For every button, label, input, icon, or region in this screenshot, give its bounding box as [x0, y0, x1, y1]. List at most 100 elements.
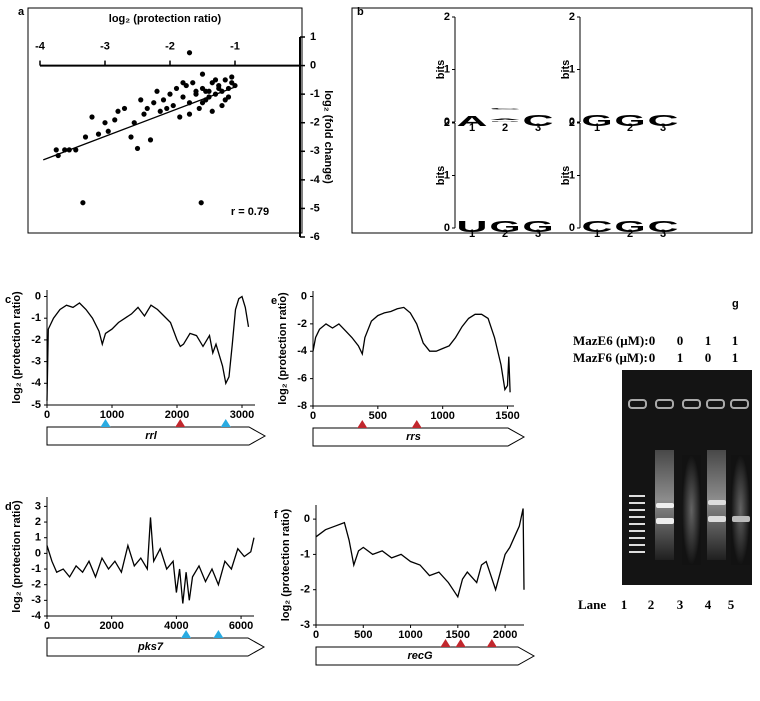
- y-tick-label: -8: [297, 400, 307, 412]
- point: [102, 120, 108, 126]
- point: [170, 102, 176, 109]
- x-tick-label: 2: [627, 228, 633, 240]
- smear: [731, 455, 750, 565]
- y-tick-label: 2: [569, 117, 575, 129]
- y-tick-label: -1: [300, 548, 310, 560]
- x-tick-label: 3: [660, 122, 666, 134]
- x-tick-label: 0: [313, 629, 319, 641]
- y-tick-label: -4: [31, 610, 42, 622]
- lane-title: Lane: [578, 597, 606, 612]
- gene-arrow: [312, 427, 526, 447]
- point: [95, 131, 102, 137]
- site-marker: [455, 639, 466, 647]
- cell: 0: [649, 333, 656, 348]
- point: [128, 134, 134, 140]
- y-tick-label: 0: [444, 116, 450, 128]
- smear: [682, 455, 701, 565]
- y-tick-label: 2: [444, 117, 450, 129]
- y-tick-label: -5: [31, 399, 41, 411]
- logo-letter: C: [490, 108, 523, 110]
- x-tick-label: 2: [627, 122, 633, 134]
- panel-label: f: [274, 509, 278, 521]
- point: [216, 85, 222, 92]
- point: [199, 100, 206, 106]
- logo-letter: U: [457, 218, 488, 235]
- site-marker: [220, 419, 231, 427]
- point: [138, 97, 144, 103]
- y-tick-label: -2: [31, 579, 41, 591]
- band: [656, 503, 674, 508]
- x-tick-label: 0: [310, 410, 316, 422]
- x-tick-label: 1: [594, 228, 600, 240]
- site-marker: [486, 639, 497, 647]
- x-axis-title: log₂ (protection ratio): [109, 13, 222, 25]
- profile-line: [312, 306, 511, 393]
- profile-line: [46, 517, 255, 604]
- point: [196, 105, 202, 112]
- y-tick-label: 1: [310, 31, 316, 43]
- point: [115, 108, 121, 114]
- x-tick-label: 3: [535, 122, 541, 134]
- logo-letter: C: [648, 218, 679, 235]
- y-tick-label: -2: [31, 334, 41, 346]
- point: [198, 200, 204, 206]
- point: [131, 120, 137, 126]
- x-tick-label: 0: [44, 409, 50, 421]
- gene-name: rrs: [406, 431, 421, 443]
- panel-label: e: [271, 295, 277, 307]
- point: [203, 88, 209, 94]
- y-tick-label: 0: [35, 547, 41, 559]
- ladder: [629, 495, 645, 553]
- y-axis-title: log₂ (protection ratio): [11, 291, 23, 404]
- y-tick-label: -3: [310, 145, 320, 157]
- point: [160, 97, 167, 103]
- y-tick-label: -3: [31, 356, 41, 368]
- cell: 1: [677, 350, 684, 365]
- panel-label: d: [5, 501, 12, 513]
- point: [186, 100, 193, 106]
- y-tick-label: -1: [31, 312, 41, 324]
- x-tick-label: 4000: [164, 620, 188, 632]
- y-tick-label: -2: [297, 318, 307, 330]
- point: [141, 111, 147, 117]
- row-label: MazE6 (μM):: [573, 333, 649, 348]
- panel-label: b: [357, 6, 364, 18]
- logo-letter: G: [615, 218, 646, 235]
- y-tick-label: 0: [35, 290, 41, 302]
- site-marker: [175, 419, 186, 427]
- logo-letter: A: [490, 118, 523, 120]
- site-marker: [213, 630, 224, 638]
- logo-letter: C: [523, 112, 554, 129]
- gene-arrow: [315, 646, 536, 666]
- point: [121, 105, 128, 112]
- x-tick-label: 2000: [165, 409, 189, 421]
- y-tick-label: 0: [310, 59, 316, 71]
- x-tick-label: 1500: [495, 410, 519, 422]
- y-axis-title: bits: [560, 166, 572, 186]
- lane-number: 3: [677, 597, 684, 612]
- x-tick-label: 3000: [230, 409, 254, 421]
- point: [186, 111, 193, 117]
- x-tick-label: 1000: [430, 410, 454, 422]
- y-tick-label: -3: [300, 619, 310, 631]
- logo-letter: C: [648, 112, 679, 129]
- y-tick-label: -6: [297, 373, 307, 385]
- y-tick-label: -4: [310, 174, 321, 186]
- y-axis-title: log₂ (protection ratio): [280, 508, 292, 621]
- x-tick-label: 2: [502, 228, 508, 240]
- point: [62, 147, 68, 153]
- x-tick-label: 1: [469, 228, 475, 240]
- y-tick-label: 0: [569, 222, 575, 234]
- y-axis-title: bits: [560, 60, 572, 80]
- cell: 1: [705, 333, 712, 348]
- point: [219, 102, 225, 109]
- y-axis-title: bits: [435, 166, 447, 186]
- y-tick-label: 1: [444, 63, 450, 75]
- cell: 1: [732, 333, 739, 348]
- logo-letter: G: [490, 218, 521, 235]
- x-tick-label: 1500: [446, 629, 470, 641]
- y-tick-label: -2: [300, 584, 310, 596]
- gene-arrow: [46, 426, 267, 446]
- cell: 0: [705, 350, 712, 365]
- point: [147, 137, 154, 143]
